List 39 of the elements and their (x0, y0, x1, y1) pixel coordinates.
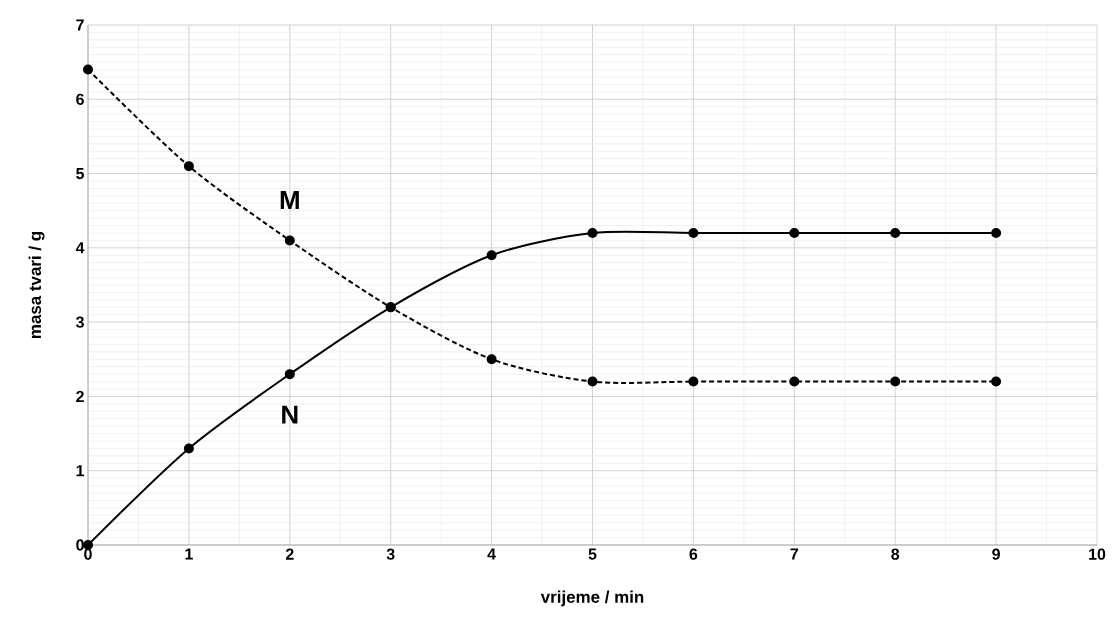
point (789, 376, 800, 387)
series-label: N (282, 405, 298, 424)
y-tick-label: 4 (75, 242, 85, 254)
x-tick-label: 6 (689, 548, 698, 560)
x-tick-label: 3 (386, 548, 395, 560)
point (991, 228, 1002, 238)
y-tick-label: 2 (76, 390, 84, 402)
point (587, 228, 598, 238)
point (789, 228, 800, 238)
y-tick-label: 1 (76, 465, 85, 477)
y-tick-label: 0 (76, 539, 84, 551)
point (183, 443, 194, 454)
x-axis-title: vrijeme / min (540, 590, 644, 607)
point (587, 376, 598, 387)
y-tick-label: 6 (76, 93, 84, 105)
point (688, 376, 699, 387)
x-tick-label: 9 (992, 548, 1000, 560)
x-tick-label: 1 (185, 548, 193, 560)
series-label: M (280, 191, 299, 209)
point (183, 161, 194, 172)
point (83, 64, 93, 75)
x-tick-label: 7 (790, 548, 799, 560)
y-tick-label: 7 (76, 19, 84, 31)
point (486, 250, 497, 261)
y-tick-label: 3 (75, 316, 84, 328)
point (284, 369, 295, 380)
point (284, 235, 295, 246)
x-tick-label: 4 (487, 548, 496, 560)
point (890, 228, 901, 238)
point (486, 354, 497, 365)
x-tick-label: 10 (1089, 548, 1106, 560)
point (688, 228, 699, 238)
x-tick-label: 5 (588, 548, 597, 560)
y-tick-label: 5 (76, 168, 85, 180)
y-axis-title: masa tvari / g (28, 232, 45, 339)
x-tick-label: 8 (891, 548, 900, 560)
point (890, 376, 901, 387)
x-tick-label: 2 (285, 548, 294, 560)
point (991, 376, 1002, 387)
